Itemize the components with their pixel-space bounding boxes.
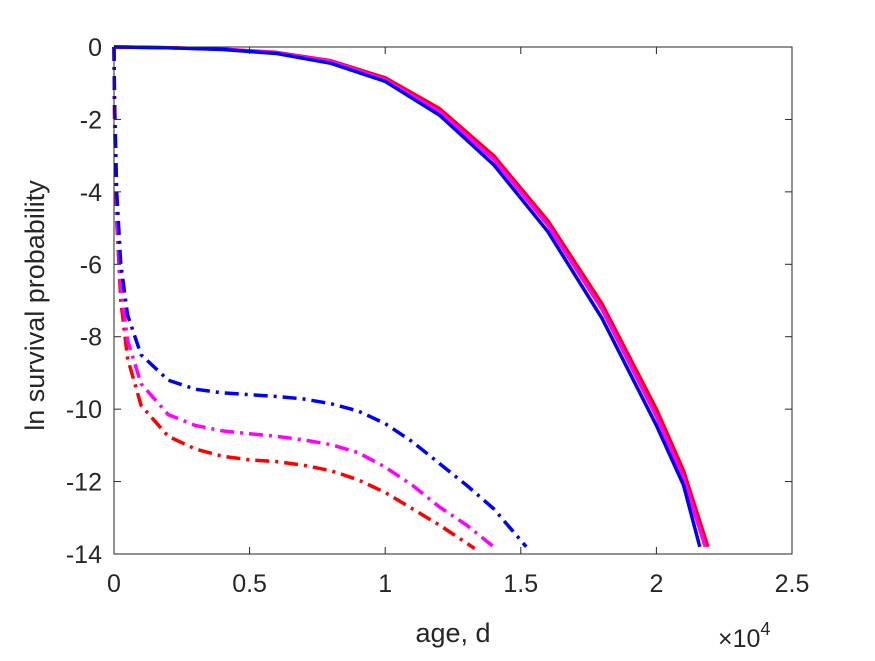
solid-series-line-1 (113, 45, 710, 548)
y-tick-label: -4 (80, 179, 102, 207)
solid-series-line-3 (113, 45, 702, 548)
plot-frame (113, 46, 793, 555)
x-tick-label: 0.5 (232, 570, 267, 598)
x-multiplier-exponent: 4 (760, 619, 770, 639)
x-tick-label: 1.5 (503, 570, 538, 598)
dashdot-series-line-6 (112, 46, 528, 548)
y-tick-label: -2 (80, 106, 102, 134)
x-tick-label: 1 (378, 570, 392, 598)
y-tick-label: -14 (66, 541, 102, 569)
y-tick-label: -6 (80, 251, 102, 279)
x-tick-label: 2 (649, 570, 663, 598)
ticks-layer: 0 0.5 1 1.5 2 2.5 0 -2 -4 -6 -8 -10 -12 -14 (66, 34, 810, 598)
y-tick-label: -12 (66, 469, 102, 497)
series-layer (112, 45, 710, 551)
y-axis-label: ln survival probability (20, 180, 50, 431)
x-tick-label: 2.5 (775, 570, 810, 598)
solid-series-line-2 (113, 45, 707, 548)
y-tick-label: 0 (88, 34, 102, 62)
x-tick-label: 0 (107, 570, 121, 598)
dashdot-series-line-5 (112, 46, 495, 549)
y-tick-label: -10 (66, 396, 102, 424)
x-axis-label: age, d (415, 618, 490, 648)
x-multiplier-base: ×10 (718, 625, 760, 653)
dashdot-series-line-4 (112, 46, 476, 551)
x-axis-multiplier: ×104 (718, 619, 770, 653)
y-tick-label: -8 (80, 324, 102, 352)
